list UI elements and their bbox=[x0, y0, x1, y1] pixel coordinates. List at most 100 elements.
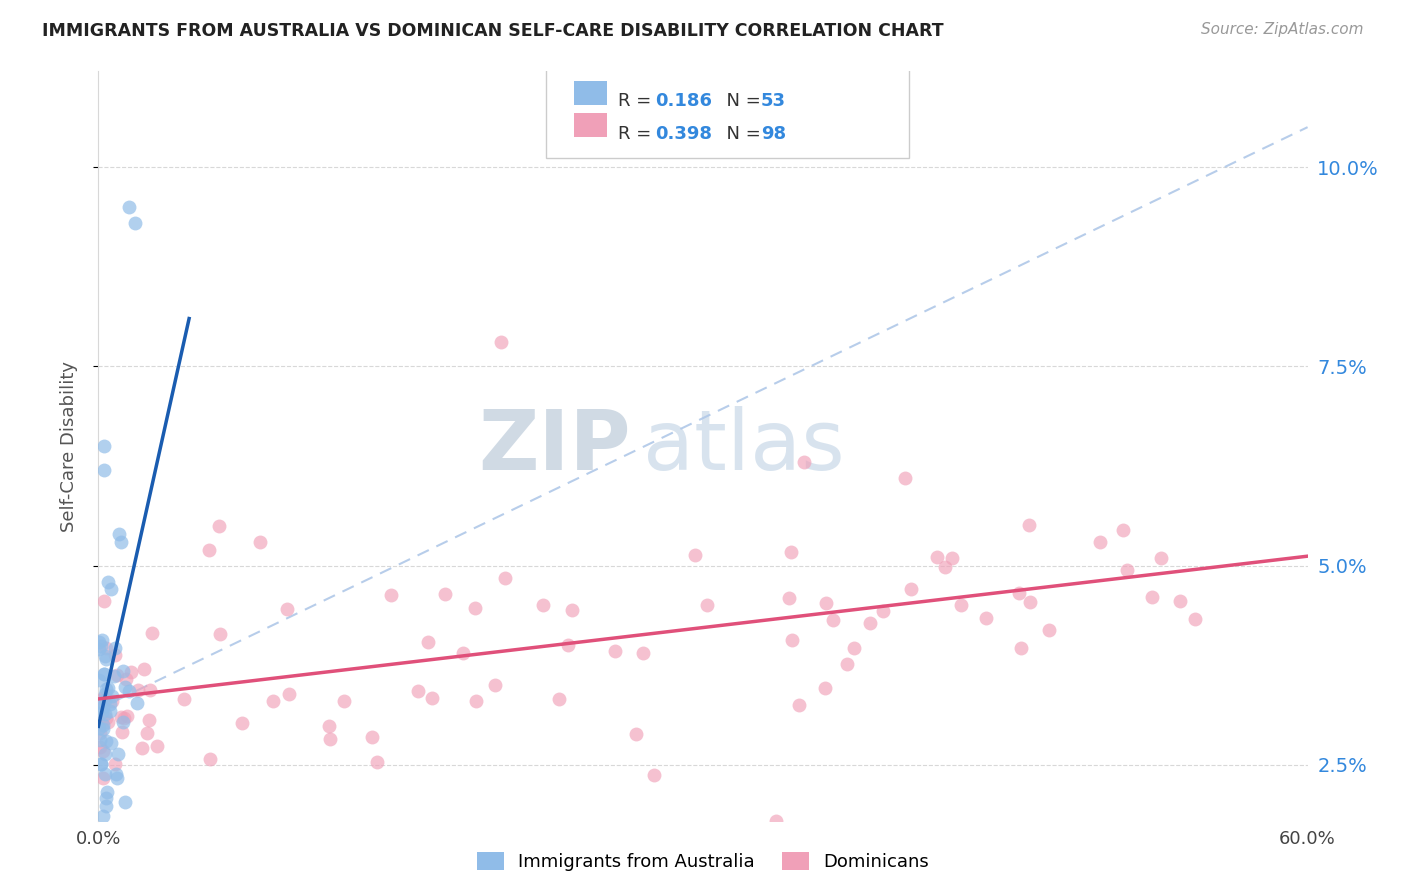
Point bbox=[406, 683, 429, 698]
Point bbox=[87, 642, 110, 657]
Point bbox=[114, 680, 136, 694]
Point bbox=[112, 711, 135, 725]
Point bbox=[89, 732, 111, 747]
Point bbox=[1018, 518, 1040, 533]
Point bbox=[814, 681, 837, 695]
Point bbox=[104, 641, 127, 656]
Point bbox=[94, 799, 117, 814]
Point bbox=[89, 740, 111, 755]
Point bbox=[105, 766, 128, 780]
Text: atlas: atlas bbox=[643, 406, 844, 486]
Point bbox=[1112, 523, 1135, 537]
Point bbox=[208, 627, 231, 641]
Point bbox=[93, 667, 115, 681]
Point bbox=[94, 707, 117, 722]
Text: 0.186: 0.186 bbox=[655, 93, 711, 111]
Point bbox=[464, 601, 486, 615]
Point bbox=[135, 726, 157, 740]
Point bbox=[605, 644, 627, 658]
Point bbox=[361, 730, 384, 744]
Point bbox=[91, 717, 114, 731]
Point bbox=[815, 595, 838, 609]
Point bbox=[141, 626, 163, 640]
Point bbox=[110, 710, 132, 724]
Point bbox=[780, 544, 803, 558]
Point bbox=[111, 664, 134, 678]
Point bbox=[420, 691, 443, 706]
Point bbox=[380, 588, 402, 602]
Point bbox=[319, 732, 342, 747]
Point bbox=[93, 666, 115, 681]
Text: R =: R = bbox=[619, 125, 658, 144]
Point bbox=[97, 681, 120, 696]
Point bbox=[127, 682, 149, 697]
Point bbox=[1184, 612, 1206, 626]
Point bbox=[683, 548, 706, 562]
Point bbox=[96, 784, 118, 798]
Point bbox=[465, 694, 488, 708]
Point bbox=[90, 756, 112, 771]
Point bbox=[1168, 594, 1191, 608]
Point bbox=[93, 594, 115, 608]
Point bbox=[90, 757, 112, 772]
Point bbox=[131, 741, 153, 756]
Point bbox=[1038, 623, 1060, 637]
Point bbox=[231, 716, 253, 731]
Point bbox=[1116, 563, 1139, 577]
Point bbox=[208, 518, 231, 533]
Point bbox=[96, 682, 118, 697]
Point bbox=[277, 687, 299, 701]
Point bbox=[249, 534, 271, 549]
Point bbox=[198, 752, 221, 766]
Point bbox=[90, 696, 112, 710]
FancyBboxPatch shape bbox=[546, 64, 908, 158]
Point bbox=[98, 697, 121, 711]
Point bbox=[104, 756, 127, 771]
Point bbox=[100, 582, 122, 597]
Point bbox=[94, 790, 117, 805]
Text: ZIP: ZIP bbox=[478, 406, 630, 486]
Point bbox=[823, 613, 845, 627]
Point bbox=[94, 747, 117, 761]
Point bbox=[198, 542, 221, 557]
Point bbox=[631, 646, 654, 660]
Point bbox=[859, 615, 882, 630]
Point bbox=[1007, 586, 1029, 600]
Point bbox=[94, 767, 117, 781]
Point bbox=[120, 665, 142, 680]
Point bbox=[696, 598, 718, 612]
Point bbox=[103, 669, 125, 683]
Point bbox=[124, 216, 146, 230]
Point bbox=[107, 526, 129, 541]
Text: N =: N = bbox=[716, 125, 766, 144]
Point bbox=[433, 587, 456, 601]
Point bbox=[97, 574, 120, 589]
Point bbox=[643, 768, 665, 782]
Point bbox=[925, 550, 948, 565]
Point bbox=[117, 684, 139, 698]
FancyBboxPatch shape bbox=[574, 113, 607, 137]
Point bbox=[941, 550, 963, 565]
Point bbox=[96, 734, 118, 748]
Text: 53: 53 bbox=[761, 93, 786, 111]
Point bbox=[91, 809, 114, 823]
Point bbox=[139, 682, 162, 697]
Point bbox=[484, 678, 506, 692]
Point bbox=[114, 795, 136, 809]
Point bbox=[101, 689, 124, 703]
Point bbox=[146, 739, 169, 754]
Point bbox=[90, 706, 112, 720]
Point bbox=[780, 632, 803, 647]
Point bbox=[89, 693, 111, 707]
Point bbox=[1140, 591, 1163, 605]
Point bbox=[100, 736, 122, 750]
Point bbox=[837, 657, 859, 672]
Point bbox=[107, 747, 129, 762]
Point bbox=[793, 455, 815, 469]
Point bbox=[105, 667, 128, 681]
Point bbox=[91, 700, 114, 714]
Point bbox=[111, 724, 134, 739]
Point bbox=[94, 648, 117, 663]
Point bbox=[332, 694, 354, 708]
Point bbox=[91, 744, 114, 758]
